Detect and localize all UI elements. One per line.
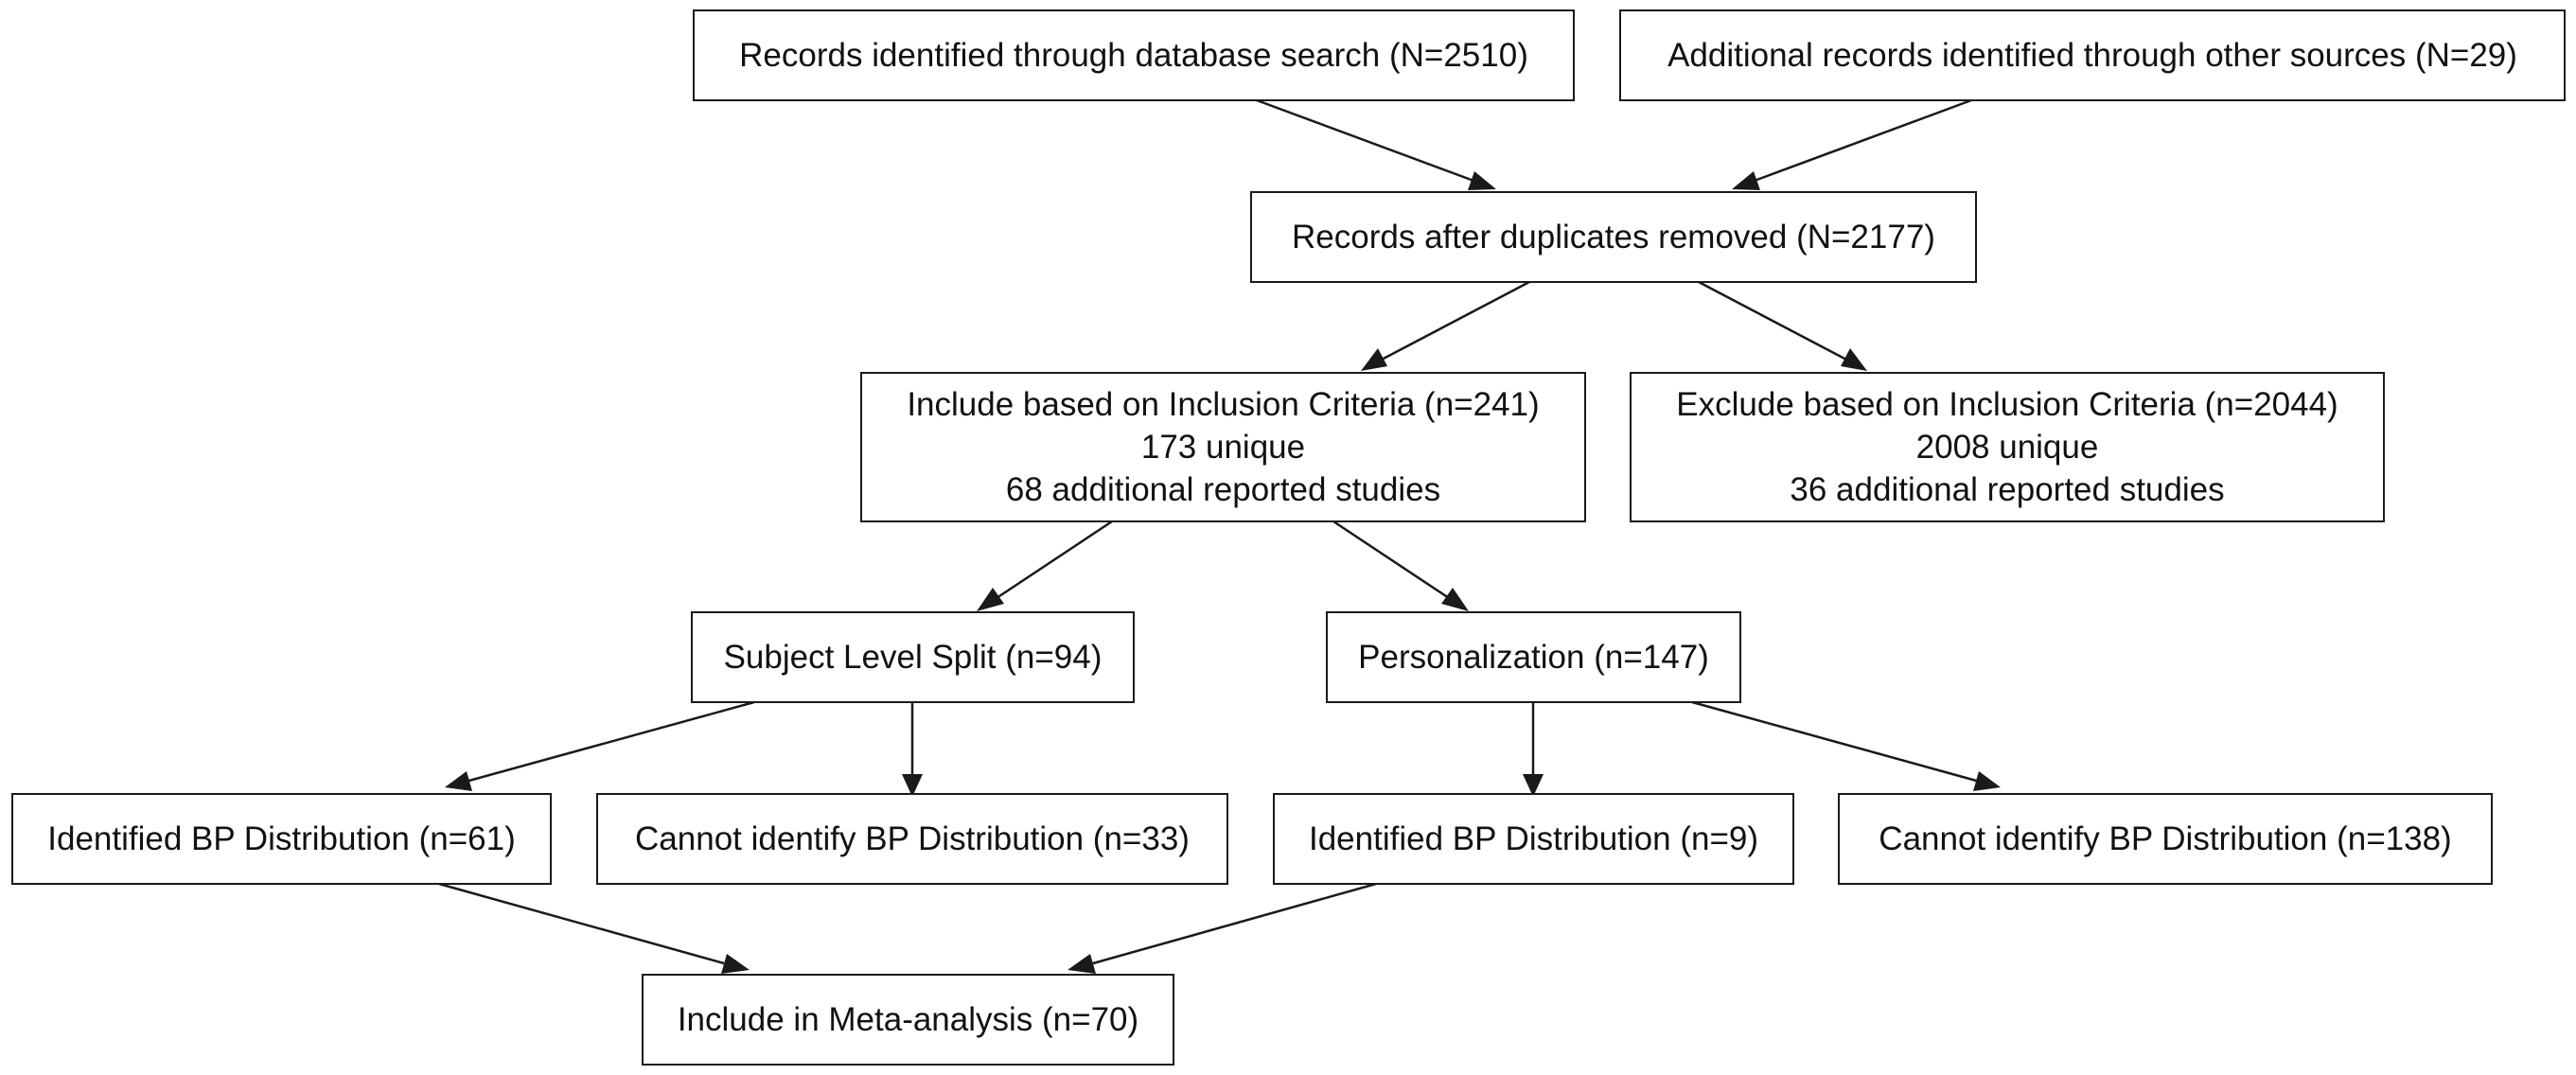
arrowhead-pers-cannot (1973, 771, 2001, 791)
include-line2: 173 unique (1140, 429, 1306, 466)
pers-cannot-box: Cannot identify BP Distribution (n=138) (1838, 793, 2493, 885)
arrowhead-split-identified (445, 771, 472, 791)
arrow-dedup-to-exclude (1698, 280, 1849, 362)
arrowhead-split (977, 588, 1004, 611)
meta-analysis-box: Include in Meta-analysis (n=70) (642, 974, 1174, 1066)
arrow-dedup-to-include (1379, 280, 1530, 362)
arrowhead-include (1361, 348, 1387, 371)
subject-split-box: Subject Level Split (n=94) (691, 611, 1135, 703)
meta-analysis-label: Include in Meta-analysis (n=70) (677, 1001, 1139, 1038)
dedup-box: Records after duplicates removed (N=2177… (1250, 191, 1977, 283)
arrow-db-to-dedup (1256, 98, 1477, 184)
arrow-pers-identified-to-meta (1092, 882, 1377, 965)
exclude-box: Exclude based on Inclusion Criteria (n=2… (1630, 372, 2385, 522)
arrowhead-exclude (1841, 348, 1867, 371)
exclude-line3: 36 additional reported studies (1790, 471, 2225, 508)
include-line3: 68 additional reported studies (1005, 471, 1441, 508)
personalization-box: Personalization (n=147) (1326, 611, 1741, 703)
exclude-line1: Exclude based on Inclusion Criteria (n=2… (1676, 386, 2338, 423)
arrow-split-identified-to-meta (438, 882, 725, 965)
split-cannot-box: Cannot identify BP Distribution (n=33) (596, 793, 1228, 885)
arrowhead-meta-left (721, 954, 750, 974)
include-box: Include based on Inclusion Criteria (n=2… (860, 372, 1586, 522)
arrowhead-pers (1441, 588, 1469, 611)
dedup-label: Records after duplicates removed (N=2177… (1292, 219, 1935, 256)
arrowhead-dedup-right (1732, 171, 1760, 190)
split-identified-label: Identified BP Distribution (n=61) (47, 820, 516, 857)
arrow-split-to-identified (465, 700, 755, 784)
include-line1: Include based on Inclusion Criteria (n=2… (907, 386, 1540, 423)
arrow-include-to-pers (1332, 520, 1453, 602)
arrow-other-to-dedup (1751, 98, 1972, 184)
pers-identified-label: Identified BP Distribution (n=9) (1308, 820, 1759, 857)
split-cannot-label: Cannot identify BP Distribution (n=33) (635, 820, 1190, 857)
split-identified-box: Identified BP Distribution (n=61) (11, 793, 552, 885)
other-sources-label: Additional records identified through ot… (1667, 37, 2517, 74)
arrowhead-pers-identified (1523, 774, 1544, 797)
db-search-label: Records identified through database sear… (739, 37, 1528, 74)
arrowhead-meta-right (1067, 954, 1096, 974)
arrowhead-split-cannot (902, 774, 923, 797)
arrowhead-dedup-left (1468, 171, 1496, 190)
other-sources-box: Additional records identified through ot… (1619, 9, 2566, 101)
arrow-pers-to-cannot (1691, 700, 1981, 784)
personalization-label: Personalization (n=147) (1358, 639, 1709, 676)
db-search-box: Records identified through database sear… (693, 9, 1575, 101)
pers-identified-box: Identified BP Distribution (n=9) (1273, 793, 1794, 885)
arrow-include-to-split (993, 520, 1113, 602)
exclude-line2: 2008 unique (1915, 429, 2099, 466)
pers-cannot-label: Cannot identify BP Distribution (n=138) (1879, 820, 2452, 857)
subject-split-label: Subject Level Split (n=94) (723, 639, 1103, 676)
